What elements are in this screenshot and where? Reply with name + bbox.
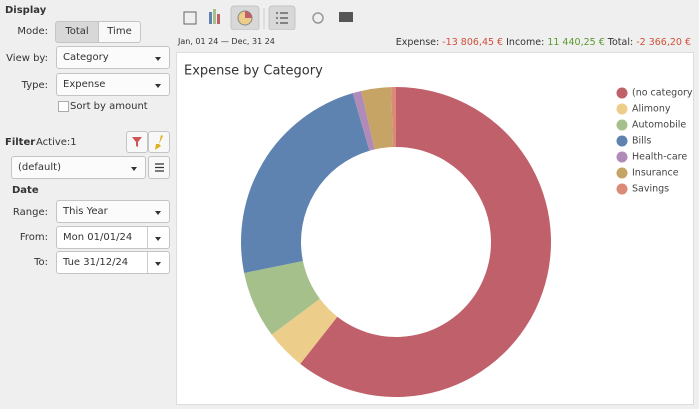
dropdown-value: (default) <box>18 162 61 173</box>
menu-button[interactable] <box>148 156 170 179</box>
to-date[interactable]: Tue 31/12/24 <box>56 251 170 274</box>
table-icon <box>183 11 197 25</box>
legend-label: Alimony <box>632 104 671 115</box>
bar-icon <box>213 9 216 24</box>
active-filters: Active:1 <box>36 137 77 148</box>
pie-slice <box>271 298 338 364</box>
legend-label: Health-care <box>632 152 687 163</box>
bar-icon <box>209 12 212 24</box>
field-label: Range: <box>12 207 48 218</box>
legend-swatch <box>616 119 628 131</box>
field-label: Type: <box>21 80 48 91</box>
range-dropdown[interactable]: This Year <box>56 200 170 223</box>
legend-label: Insurance <box>632 168 679 179</box>
divider <box>147 227 148 248</box>
clear-button[interactable] <box>148 131 170 153</box>
pie-slice <box>241 93 370 273</box>
field-label: From: <box>19 232 48 243</box>
legend-swatch <box>616 135 628 147</box>
print-icon[interactable] <box>339 12 353 22</box>
dropdown-value: Expense <box>63 79 106 90</box>
legend-label: Automobile <box>632 120 686 131</box>
summary: Expense: -13 806,45 € Income: 11 440,25 … <box>396 37 691 48</box>
mode-total[interactable]: Total <box>55 21 99 43</box>
broom <box>155 135 163 150</box>
legend-label: Savings <box>632 184 669 195</box>
field-label: View by: <box>6 53 48 64</box>
view-by-dropdown[interactable]: Category <box>56 46 170 69</box>
field-label: Mode: <box>17 26 48 37</box>
toolbar <box>177 5 353 30</box>
legend-swatch <box>616 151 628 163</box>
icon <box>132 137 142 147</box>
legend-swatch <box>616 167 628 179</box>
legend-icon <box>276 12 288 24</box>
pie-slice <box>391 87 396 148</box>
mode-time[interactable]: Time <box>98 21 141 43</box>
legend-label: Bills <box>632 136 651 147</box>
icon <box>155 135 163 150</box>
checkbox-label: Sort by amount <box>70 101 148 112</box>
divider <box>147 252 148 273</box>
period: Jan, 01 24 — Dec, 31 24 <box>178 37 275 46</box>
filter-button[interactable] <box>126 131 148 153</box>
pie-slice <box>244 260 320 335</box>
section-title: Filter <box>5 137 36 148</box>
legend-swatch <box>616 183 628 195</box>
income-value: 11 440,25 € <box>547 37 605 48</box>
pie-slice <box>300 87 551 398</box>
chart-title: Expense by Category <box>184 64 323 79</box>
chart: Expense by Category (no category) Alimony… <box>176 52 694 405</box>
date-value: Mon 01/01/24 <box>63 232 133 243</box>
refresh-icon[interactable] <box>312 12 324 24</box>
expense-value: -13 806,45 € <box>442 37 504 48</box>
menu-lines <box>155 163 164 172</box>
dropdown-value: This Year <box>63 206 108 217</box>
legend-swatch <box>616 103 628 115</box>
pie-slice <box>352 90 375 151</box>
legend-label: (no category) <box>632 88 694 99</box>
total-label: Total: <box>607 37 634 48</box>
pie-icon <box>245 11 252 18</box>
funnel <box>132 137 142 147</box>
total-value: -2 366,20 € <box>636 37 691 48</box>
icon <box>155 163 164 172</box>
checkbox[interactable] <box>58 101 69 112</box>
dropdown-value: Category <box>63 52 109 63</box>
tool-button[interactable] <box>177 7 203 29</box>
legend-swatch <box>616 87 628 99</box>
income-label: Income: <box>506 37 545 48</box>
bar-icon <box>217 14 220 24</box>
expense-label: Expense: <box>395 37 440 48</box>
section-title: Display <box>5 5 47 16</box>
section-title: Date <box>12 185 39 196</box>
filter-preset[interactable]: (default) <box>11 156 146 179</box>
from-date[interactable]: Mon 01/01/24 <box>56 226 170 249</box>
type-dropdown[interactable]: Expense <box>56 73 170 96</box>
date-value: Tue 31/12/24 <box>63 257 129 268</box>
field-label: To: <box>34 257 48 268</box>
pie-slice <box>361 87 394 150</box>
